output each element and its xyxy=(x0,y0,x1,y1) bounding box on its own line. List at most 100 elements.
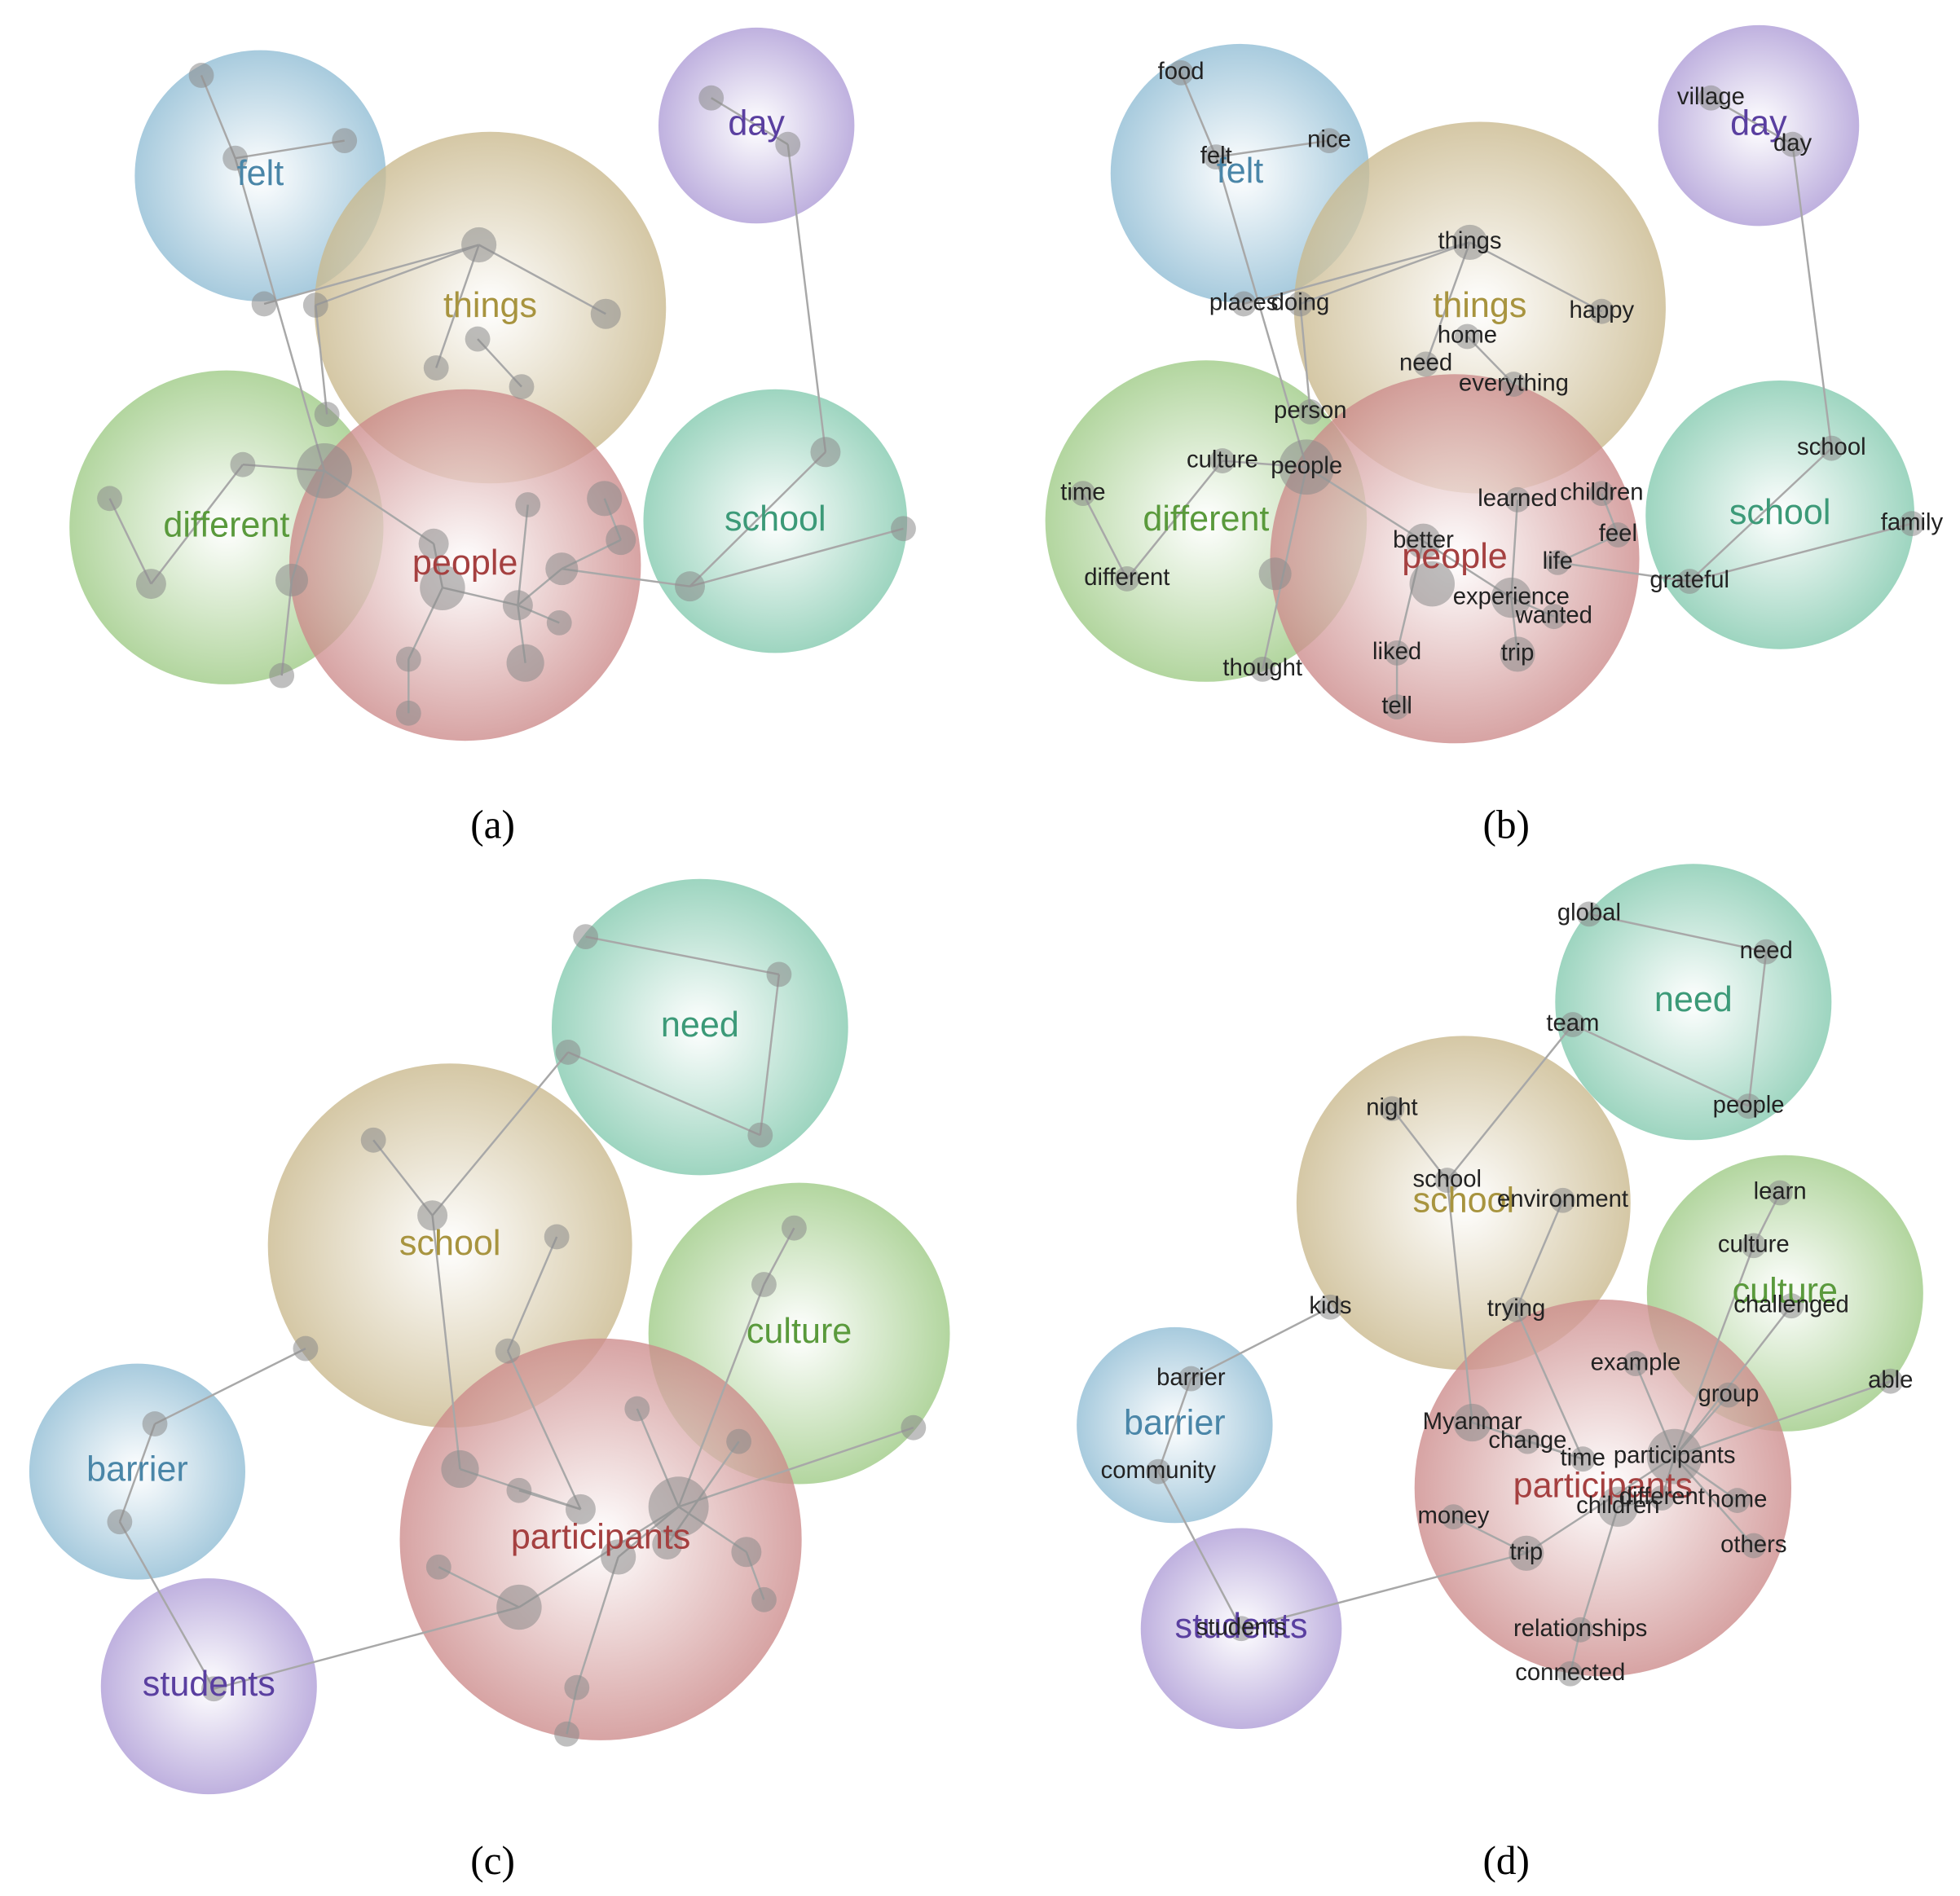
theme-label: felt xyxy=(237,154,284,193)
concept-dot xyxy=(601,1539,636,1575)
concept-label: learn xyxy=(1754,1178,1807,1205)
concept-dot xyxy=(747,1122,773,1148)
theme-circle xyxy=(1110,43,1370,303)
edge xyxy=(1446,1023,1574,1181)
concept-label: Myanmar xyxy=(1423,1408,1522,1435)
concept-label: kids xyxy=(1309,1292,1351,1319)
edge xyxy=(1390,1108,1448,1181)
theme-label: day xyxy=(728,103,785,143)
theme-circle xyxy=(288,389,641,741)
concept-label: people xyxy=(1713,1091,1785,1118)
concept-label: experience xyxy=(1453,583,1570,609)
theme-label: school xyxy=(1729,493,1831,532)
concept-dot xyxy=(1405,523,1442,559)
concept-dot xyxy=(1741,1233,1767,1259)
concept-dot xyxy=(1570,1446,1596,1472)
concept-label: home xyxy=(1707,1485,1767,1512)
concept-label: connected xyxy=(1515,1659,1625,1686)
edge xyxy=(234,157,326,472)
concept-dot xyxy=(509,374,535,400)
concept-label: everything xyxy=(1459,369,1569,396)
edge xyxy=(1673,1304,1792,1458)
theme-label: things xyxy=(443,286,537,325)
theme-circle xyxy=(643,389,908,653)
edge xyxy=(1179,72,1218,158)
concept-label: participants xyxy=(1614,1441,1736,1468)
concept-dot xyxy=(590,298,621,329)
concept-dot xyxy=(314,402,340,427)
concept-label: trip xyxy=(1501,640,1535,666)
concept-dot xyxy=(545,552,579,586)
edge xyxy=(786,144,827,452)
concept-label: doing xyxy=(1271,289,1330,316)
theme-label: school xyxy=(1412,1181,1514,1221)
edge xyxy=(1515,1309,1584,1460)
concept-dot xyxy=(135,569,166,600)
edge xyxy=(1710,97,1794,146)
edge xyxy=(118,1423,156,1523)
concept-dot xyxy=(1818,435,1844,461)
edge xyxy=(506,1236,558,1352)
edge xyxy=(1673,1245,1755,1458)
concept-dot xyxy=(1560,1012,1586,1037)
theme-label: culture xyxy=(1733,1272,1838,1311)
concept-dot xyxy=(1544,549,1570,575)
theme-circle xyxy=(399,1338,802,1740)
concept-dot xyxy=(775,131,801,157)
concept-dot xyxy=(1676,569,1702,594)
edge xyxy=(567,1051,761,1137)
concept-dot xyxy=(675,571,706,602)
edge xyxy=(1572,1023,1750,1107)
concept-dot xyxy=(395,646,421,672)
edge xyxy=(263,244,479,306)
theme-circle xyxy=(1645,380,1915,649)
concept-label: thought xyxy=(1222,654,1302,681)
concept-label: able xyxy=(1868,1366,1913,1393)
concept-dot xyxy=(546,609,572,636)
concept-label: money xyxy=(1418,1502,1490,1529)
edge xyxy=(235,139,345,160)
concept-label: grateful xyxy=(1649,566,1729,593)
theme-label: barrier xyxy=(1124,1403,1226,1442)
edge xyxy=(118,1521,215,1690)
concept-dot xyxy=(420,565,465,610)
concept-label: feel xyxy=(1599,520,1637,547)
concept-dot xyxy=(1623,1351,1649,1377)
edge xyxy=(1299,303,1312,412)
edge xyxy=(435,244,480,368)
concept-dot xyxy=(901,1414,927,1441)
theme-label: people xyxy=(1402,537,1508,576)
concept-dot xyxy=(142,1411,168,1436)
concept-label: food xyxy=(1158,58,1205,85)
concept-label: need xyxy=(1399,350,1452,376)
theme-label: participants xyxy=(511,1518,691,1557)
concept-dot xyxy=(515,492,541,517)
concept-label: group xyxy=(1698,1380,1760,1407)
concept-label: relationships xyxy=(1513,1615,1647,1642)
edge xyxy=(214,1606,520,1690)
edge xyxy=(1747,951,1768,1106)
concept-label: challenged xyxy=(1733,1291,1849,1318)
concept-dot xyxy=(1899,511,1925,537)
theme-label: need xyxy=(1654,980,1733,1019)
edge xyxy=(1243,241,1470,306)
concept-label: nice xyxy=(1307,125,1351,152)
theme-circle xyxy=(551,878,848,1176)
edge xyxy=(1190,1306,1332,1380)
concept-label: person xyxy=(1274,397,1346,424)
panel-label: (a) xyxy=(470,802,515,847)
concept-dot xyxy=(652,1529,683,1559)
concept-dot xyxy=(726,1428,752,1454)
edge xyxy=(315,244,480,306)
edge xyxy=(431,1051,569,1216)
concept-label: better xyxy=(1393,526,1454,553)
concept-dot xyxy=(1491,577,1532,618)
edge xyxy=(1157,1471,1243,1630)
concept-dot xyxy=(1605,522,1631,548)
concept-dot xyxy=(251,291,277,317)
theme-circle xyxy=(134,50,386,301)
theme-label: different xyxy=(163,506,289,545)
concept-dot xyxy=(201,1676,227,1702)
